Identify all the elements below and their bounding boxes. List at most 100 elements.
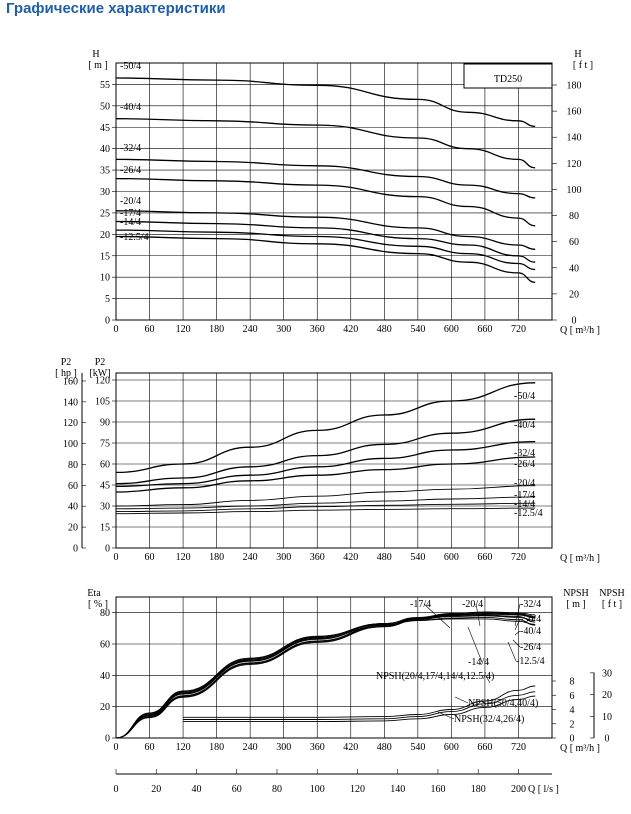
x-tick-label: 300 bbox=[276, 552, 291, 563]
y-tick-label: 0 bbox=[105, 316, 110, 327]
eta-curve bbox=[115, 618, 536, 739]
x-tick-label: 540 bbox=[410, 742, 425, 753]
model-label-box bbox=[463, 63, 553, 89]
power-curve-label: -32/4 bbox=[514, 448, 535, 459]
x-tick-label: 660 bbox=[477, 552, 492, 563]
eta-label-leader bbox=[507, 641, 517, 662]
eta-curve bbox=[115, 614, 536, 739]
npsh-m-tick-label: 2 bbox=[570, 719, 575, 730]
y-tick-label: 105 bbox=[95, 397, 110, 408]
plot-frame bbox=[115, 372, 553, 549]
npsh-label-leader bbox=[437, 711, 455, 720]
eta-curve-label: -14/4 bbox=[468, 657, 489, 668]
power-curve bbox=[115, 502, 536, 513]
power-curve-label: -50/4 bbox=[514, 391, 535, 402]
x-tick-label: 720 bbox=[511, 324, 526, 335]
npsh-ft-tick-label: 30 bbox=[602, 668, 612, 679]
eta-curve-label: -32/4 bbox=[520, 599, 541, 610]
x-axis-unit: Q [ m³/h ] bbox=[560, 553, 600, 564]
y-tick-label: 30 bbox=[100, 187, 110, 198]
x-tick-label: 360 bbox=[310, 552, 325, 563]
y-tick-label: 30 bbox=[100, 502, 110, 513]
right-tick-label: 80 bbox=[569, 211, 579, 222]
npsh-m-tick-label: 8 bbox=[570, 677, 575, 688]
eta-curve-label: -17/4 bbox=[410, 599, 431, 610]
eta-curve-label: -20/4 bbox=[462, 599, 483, 610]
head-curve-label: -14/4 bbox=[120, 217, 141, 228]
head-curve bbox=[115, 77, 536, 128]
y-tick-label: 15 bbox=[100, 251, 110, 262]
x-tick-label: 60 bbox=[145, 742, 155, 753]
x-tick-label: 120 bbox=[176, 552, 191, 563]
right-tick-label: 100 bbox=[567, 185, 582, 196]
x-tick-label: 660 bbox=[477, 742, 492, 753]
npsh-curve-label: NPSH(20/4,17/4,14/4,12.5/4) bbox=[376, 671, 494, 682]
head-curve bbox=[115, 158, 536, 199]
eta-label-leader bbox=[423, 603, 451, 629]
power-curve bbox=[115, 382, 536, 474]
ls-tick-label: 40 bbox=[191, 784, 201, 795]
npsh-label-leader bbox=[454, 696, 469, 704]
right-tick-label: 180 bbox=[567, 80, 582, 91]
npsh-ft-tick-label: 0 bbox=[605, 734, 610, 745]
x-tick-label: 0 bbox=[114, 324, 119, 335]
npsh-ft-axis-unit: [ f t ] bbox=[602, 599, 622, 610]
head-curve-label: -26/4 bbox=[120, 165, 141, 176]
npsh-curve bbox=[183, 685, 536, 718]
x-tick-label: 240 bbox=[243, 324, 258, 335]
head-curve bbox=[115, 118, 536, 169]
npsh-m-tick-label: 4 bbox=[570, 705, 575, 716]
head-curve-label: -17/4 bbox=[120, 208, 141, 219]
x-tick-label: 240 bbox=[243, 552, 258, 563]
right-tick-label: 20 bbox=[569, 289, 579, 300]
eta-label-leader bbox=[512, 639, 521, 648]
x-axis-unit: Q [ m³/h ] bbox=[560, 325, 600, 336]
x-tick-label: 180 bbox=[209, 324, 224, 335]
y-tick-label: 120 bbox=[95, 376, 110, 387]
x-tick-label: 720 bbox=[511, 742, 526, 753]
y-tick-label: 55 bbox=[100, 80, 110, 91]
x-tick-label: 660 bbox=[477, 324, 492, 335]
hp-tick-label: 100 bbox=[63, 439, 78, 450]
ls-tick-label: 160 bbox=[430, 784, 445, 795]
head-curve-label: -12.5/4 bbox=[120, 232, 149, 243]
npsh-m-axis-name: NPSH bbox=[563, 588, 589, 599]
y-right-axis-name: H bbox=[574, 49, 581, 60]
hp-tick-label: 60 bbox=[68, 481, 78, 492]
y-tick-label: 0 bbox=[105, 544, 110, 555]
x-tick-label: 540 bbox=[410, 552, 425, 563]
head-curve bbox=[115, 210, 536, 250]
x-tick-label: 120 bbox=[176, 324, 191, 335]
eta-curve bbox=[115, 612, 536, 739]
ls-tick-label: 60 bbox=[232, 784, 242, 795]
hp-tick-label: 40 bbox=[68, 502, 78, 513]
eta-label-leader bbox=[514, 630, 521, 636]
head-curve bbox=[115, 229, 536, 271]
power-curve bbox=[115, 496, 536, 510]
y-tick-label: 40 bbox=[100, 671, 110, 682]
power-curve-label: -12.5/4 bbox=[514, 508, 543, 519]
x-tick-label: 0 bbox=[114, 552, 119, 563]
head-curve bbox=[115, 235, 536, 283]
y-tick-label: 5 bbox=[105, 294, 110, 305]
x-tick-label: 420 bbox=[343, 742, 358, 753]
y-tick-label: 15 bbox=[100, 523, 110, 534]
hp-axis-name: P2 bbox=[61, 357, 72, 368]
power-curve-label: -40/4 bbox=[514, 420, 535, 431]
ls-tick-label: 80 bbox=[272, 784, 282, 795]
x-tick-label: 420 bbox=[343, 552, 358, 563]
hp-tick-label: 80 bbox=[68, 460, 78, 471]
x-tick-label: 600 bbox=[444, 552, 459, 563]
ls-tick-label: 0 bbox=[114, 784, 119, 795]
right-tick-label: 40 bbox=[569, 263, 579, 274]
x-tick-label: 600 bbox=[444, 742, 459, 753]
power-curve-label: -14/4 bbox=[514, 499, 535, 510]
right-tick-label: 140 bbox=[567, 133, 582, 144]
right-tick-label: 60 bbox=[569, 237, 579, 248]
x-tick-label: 300 bbox=[276, 324, 291, 335]
npsh-m-tick-label: 6 bbox=[570, 691, 575, 702]
x-tick-label: 360 bbox=[310, 324, 325, 335]
right-tick-label: 0 bbox=[572, 316, 577, 327]
y-axis-unit: [ m ] bbox=[88, 60, 107, 71]
